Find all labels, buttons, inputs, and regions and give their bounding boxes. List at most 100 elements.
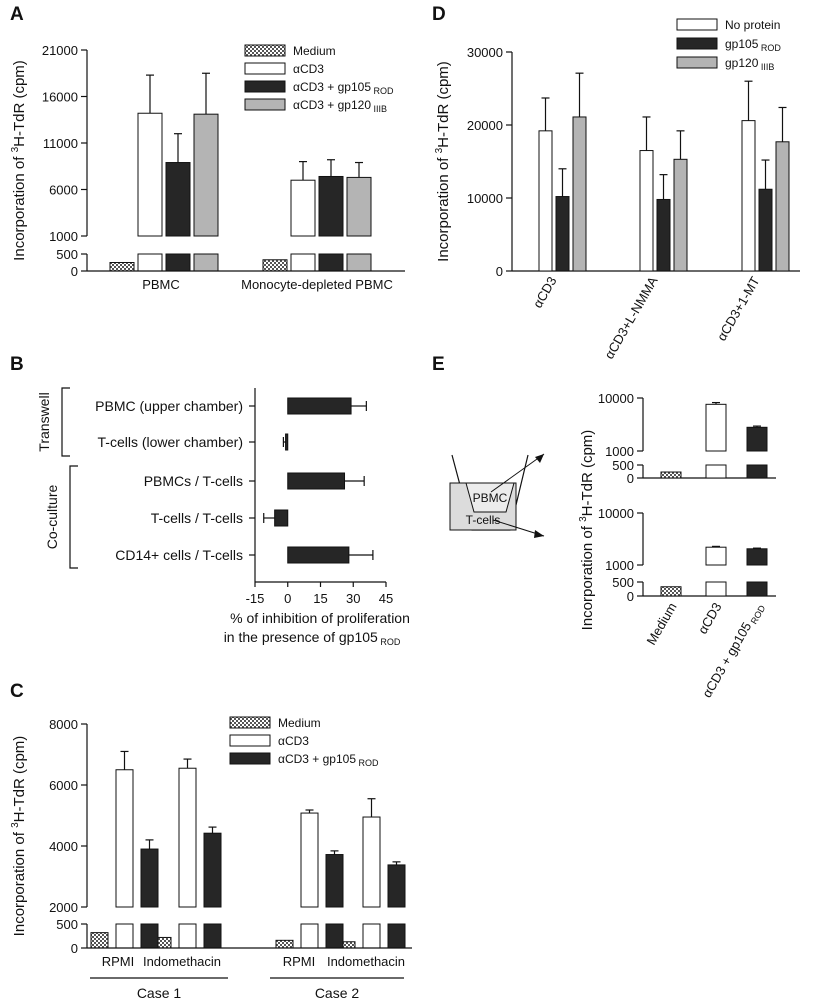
x-category-label: Monocyte-depleted PBMC [241,277,393,292]
legend-label: gp105 ROD [725,37,781,53]
bar-3 [274,509,289,527]
legend-swatch [676,56,718,69]
bar-1-lower [362,923,381,949]
x-category-label: PBMC [142,277,180,292]
bar-1-upper [705,403,727,452]
y-tick-label: 0 [71,941,78,956]
bar-2-lower [140,923,159,949]
panel-letter: A [10,4,24,25]
bar-4 [287,546,350,564]
y-tick-label: 500 [612,458,634,473]
bar-2 [775,141,790,272]
legend-swatch [244,80,286,93]
case-label: Case 1 [137,985,182,1001]
legend-label: Medium [278,716,321,730]
panel-letter: D [432,4,446,25]
error-bar [367,798,376,818]
arrowhead-up [535,454,544,463]
arrow-up [490,453,545,493]
bar-1-upper [362,816,381,908]
bar-2-lower [746,464,768,479]
bar-1 [758,188,773,272]
group-label: Co-culture [44,485,60,550]
x-category-label: RPMI [283,954,316,969]
error-bar [202,72,210,115]
error-bar [753,425,761,428]
legend-swatch [676,18,718,31]
legend-swatch [244,62,286,75]
x-category-label: αCD3+L-NMMA [601,274,660,362]
bar-1-lower [115,923,134,949]
y-tick-label: 500 [612,575,634,590]
error-bar [174,133,182,163]
error-bar [305,809,314,814]
x-tick-label: -15 [246,591,265,606]
bar-0 [660,471,682,479]
bar-2 [287,472,346,490]
error-bar [327,159,335,177]
error-bar [355,161,363,178]
y-tick-label: 10000 [598,391,634,406]
legend-swatch [229,734,271,747]
error-bar [183,758,192,769]
x-category-label: αCD3 [695,600,725,637]
y-tick-label: 16000 [42,90,78,105]
legend-label: αCD3 [293,62,324,76]
x-category-label: Indomethacin [143,954,221,969]
y-tick-label: 4000 [49,839,78,854]
y-category-label: PBMC (upper chamber) [95,398,243,414]
bar-1-upper [300,812,319,908]
bar-1-upper [290,179,316,237]
bar-2-lower [325,923,344,949]
y-tick-label: 1000 [605,558,634,573]
error-bar [208,826,217,834]
transwell-insert [465,482,515,513]
y-tick-label: 0 [627,471,634,486]
bar-2-lower [203,923,222,949]
y-category-label: PBMCs / T-cells [144,473,243,489]
bar-2-upper [165,162,191,237]
bar-2-upper [746,426,768,452]
panel-e: E Incorporation of 3H-TdR (cpm) PBMC T-cell… [432,354,776,701]
y-tick-label: 1000 [49,229,78,244]
bar-1-upper [115,769,134,908]
y-tick-label: 20000 [467,118,503,133]
error-bar [676,130,685,160]
y-tick-label: 500 [56,917,78,932]
legend-swatch [229,752,271,765]
y-tick-label: 30000 [467,45,503,60]
panel-a: A Incorporation of 3H-TdR (cpm) 1000 6000 11… [10,4,405,292]
bar-2-upper [746,548,768,566]
y-tick-label: 8000 [49,717,78,732]
bar-0 [109,262,135,272]
bar-2-upper [387,864,406,908]
x-category-label: Medium [643,600,679,648]
bar-2 [572,116,587,272]
y-tick-label: 0 [627,589,634,604]
y-category-label: T-cells (lower chamber) [98,434,243,450]
y-tick-label: 11000 [43,136,78,151]
x-tick-label: 30 [346,591,360,606]
bar-2-upper [140,848,159,908]
error-bar [575,72,584,117]
bar-1-upper [137,112,163,237]
legend-label: αCD3 + gp105 ROD [293,80,394,96]
legend-label: αCD3 [278,734,309,748]
x-axis-label: in the presence of gp105 ROD [224,629,401,647]
y-axis-label: Incorporation of 3H-TdR (cpm) [578,430,596,631]
legend-label: αCD3 + gp105 ROD [278,752,379,768]
arrowhead-down [534,530,544,538]
bar-0 [660,586,682,597]
bar-2-upper [203,832,222,908]
x-category-label: αCD3+1-MT [714,274,763,343]
y-tick-label: 6000 [49,183,78,198]
bar-1-lower [137,253,163,272]
panel-d: D Incorporation of 3H-TdR (cpm) 0 10000 2000… [432,4,800,362]
x-category-label: αCD3 [530,274,560,311]
bar-0 [538,130,553,272]
bar-2-lower [165,253,191,272]
y-axis-label: Incorporation of 3H-TdR (cpm) [10,736,28,937]
error-bar [558,168,567,197]
legend-swatch [244,98,286,111]
bar-0 [639,150,654,272]
